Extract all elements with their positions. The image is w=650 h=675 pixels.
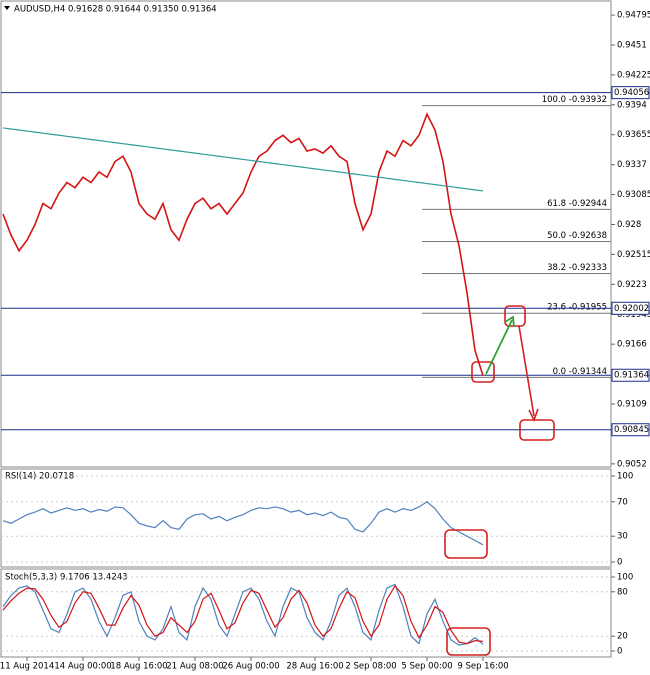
fib-label: 61.8 -0.92944 xyxy=(547,199,607,209)
level-label: 0.94056 xyxy=(614,88,649,98)
y-tick-label: 0.9166 xyxy=(617,340,647,350)
y-tick-label: 0.9223 xyxy=(617,280,647,290)
x-tick-label: 11 Aug 2014 xyxy=(0,662,54,672)
x-tick-label: 26 Aug 00:00 xyxy=(222,662,279,672)
y-tick-label: 0.94225 xyxy=(617,70,650,80)
highlight-box xyxy=(446,627,491,656)
y-tick-label: 80 xyxy=(617,587,628,597)
rsi-panel xyxy=(0,468,612,568)
y-tick-label: 0.9337 xyxy=(617,160,647,170)
y-tick-label: 100 xyxy=(617,472,633,482)
fib-label: 38.2 -0.92333 xyxy=(547,263,607,273)
x-tick-label: 18 Aug 16:00 xyxy=(110,662,167,672)
menu-arrow xyxy=(4,6,10,10)
fib-label: 23.6 -0.91955 xyxy=(547,303,607,313)
x-tick-label: 28 Aug 16:00 xyxy=(286,662,343,672)
level-label-box xyxy=(611,423,650,437)
arrow-head xyxy=(504,315,515,328)
x-tick-label: 2 Sep 08:00 xyxy=(345,662,396,672)
x-tick-label: 21 Aug 08:00 xyxy=(166,662,223,672)
highlight-box xyxy=(504,305,526,327)
level-label-box xyxy=(611,368,650,382)
y-tick-label: 0.92515 xyxy=(617,250,650,260)
level-label-box xyxy=(611,301,650,315)
highlight-box xyxy=(519,419,555,441)
y-tick-label: 0.9109 xyxy=(617,400,647,410)
y-tick-label: 20 xyxy=(617,632,628,642)
series-line xyxy=(2,584,484,645)
highlight-box xyxy=(444,529,488,559)
arrow xyxy=(485,319,513,375)
fib-label: 100.0 -0.93932 xyxy=(542,95,607,105)
level-label: 0.91364 xyxy=(614,371,649,381)
annotations xyxy=(444,305,555,656)
y-tick-label: 0.928 xyxy=(617,220,641,230)
arrow-head xyxy=(528,408,539,423)
main-title: AUDUSD,H4 0.91628 0.91644 0.91350 0.9136… xyxy=(14,5,217,15)
y-tick-label: 0.93085 xyxy=(617,190,650,200)
y-tick-label: 70 xyxy=(617,497,628,507)
y-tick-label: 0.94795 xyxy=(617,11,650,21)
series-line xyxy=(2,127,484,192)
y-tick-label: 0 xyxy=(617,558,622,568)
fib-label: 0.0 -0.91344 xyxy=(553,367,607,377)
series-line xyxy=(2,501,484,546)
level-label-box xyxy=(611,86,650,100)
x-tick-label: 14 Aug 00:00 xyxy=(54,662,111,672)
y-tick-label: 100 xyxy=(617,573,633,583)
main-panel xyxy=(0,0,612,468)
series-line xyxy=(2,112,484,376)
annotations xyxy=(485,315,515,375)
fib-label: 50.0 -0.92638 xyxy=(547,231,607,241)
series-line xyxy=(2,583,484,646)
y-tick-label: 0.93655 xyxy=(617,130,650,140)
stoch-panel xyxy=(0,568,612,658)
highlight-box xyxy=(471,361,495,383)
arrow xyxy=(518,325,535,417)
y-tick-label: 30 xyxy=(617,532,628,542)
y-tick-label: 0.9451 xyxy=(617,40,647,50)
y-tick-label: 0.9394 xyxy=(617,100,647,110)
level-label: 0.92002 xyxy=(614,304,649,314)
x-tick-label: 5 Sep 00:00 xyxy=(401,662,452,672)
y-tick-label: 0.9052 xyxy=(617,459,647,469)
y-tick-label: 0 xyxy=(617,647,622,657)
x-tick-label: 9 Sep 16:00 xyxy=(457,662,508,672)
rsi-title: RSI(14) 20.0718 xyxy=(5,472,74,482)
level-label: 0.90845 xyxy=(614,425,649,435)
